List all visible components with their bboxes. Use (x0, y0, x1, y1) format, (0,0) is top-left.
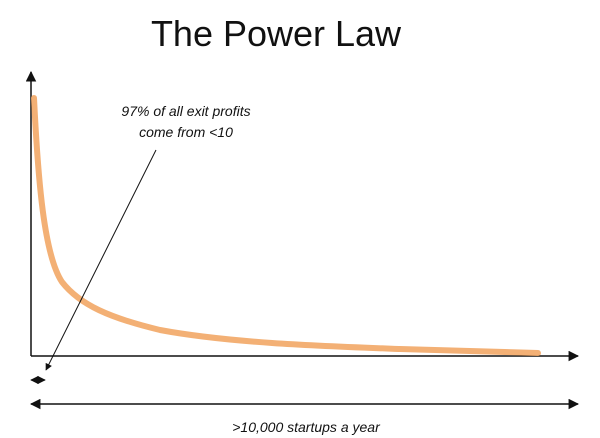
annotation-arrow (45, 149, 157, 371)
x-axis-label: >10,000 startups a year (232, 419, 381, 435)
title: The Power Law (151, 13, 402, 54)
annotation-line: come from <10 (139, 124, 233, 140)
power-law-curve (31, 95, 541, 356)
annotation-line: 97% of all exit profits (121, 103, 250, 119)
